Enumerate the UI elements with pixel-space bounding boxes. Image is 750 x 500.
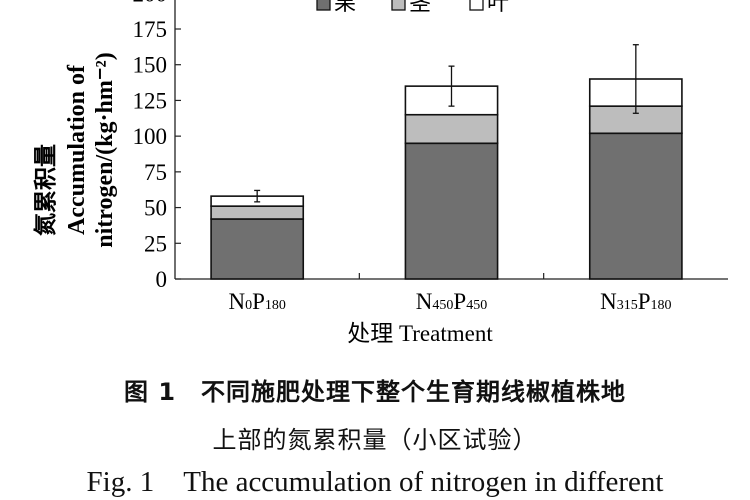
legend-swatch bbox=[391, 0, 406, 11]
bar-segment-茎 bbox=[404, 113, 499, 145]
y-tick-label: 125 bbox=[133, 88, 168, 113]
y-axis-label-line: nitrogen/(kg·hm⁻²) bbox=[92, 52, 118, 247]
legend-swatch bbox=[316, 0, 331, 11]
legend-label: 果 bbox=[334, 0, 356, 16]
caption-chinese-line1: 图 1 不同施肥处理下整个生育期线椒植株地 bbox=[123, 378, 627, 406]
y-axis-label-line: 氮累积量 bbox=[33, 144, 59, 236]
stacked-bar-chart: 0 25 50 75 100 125 150 175 200 N0P180 N450P450 N315… bbox=[33, 0, 728, 346]
bar-segment-茎 bbox=[210, 205, 305, 220]
y-tick-label: 100 bbox=[133, 124, 168, 149]
x-tick-label: N315P180 bbox=[600, 289, 671, 314]
y-tick-label: 50 bbox=[144, 196, 167, 221]
y-tick-label: 0 bbox=[156, 267, 168, 292]
x-tick-label: N0P180 bbox=[228, 289, 285, 314]
y-tick-label: 150 bbox=[133, 53, 168, 78]
caption-chinese-line2: 上部的氮累积量（小区试验） bbox=[212, 426, 538, 454]
x-axis-label: 处理 Treatment bbox=[347, 321, 493, 346]
legend-label: 茎 bbox=[409, 0, 431, 16]
bar-segment-果 bbox=[588, 132, 683, 280]
x-tick-label: N450P450 bbox=[416, 289, 487, 314]
y-tick-label: 200 bbox=[133, 0, 168, 6]
y-axis-label-line: Accumulation of bbox=[64, 64, 90, 235]
y-tick-label: 25 bbox=[144, 231, 167, 256]
legend-label: 叶 bbox=[487, 0, 509, 16]
legend-swatch bbox=[469, 0, 484, 11]
bar-segment-果 bbox=[404, 142, 499, 280]
y-tick-label: 175 bbox=[133, 17, 168, 42]
bar-segment-果 bbox=[210, 218, 305, 280]
y-tick-label: 75 bbox=[144, 160, 167, 185]
caption-english-line1: Fig. 1 The accumulation of nitrogen in d… bbox=[86, 466, 664, 498]
